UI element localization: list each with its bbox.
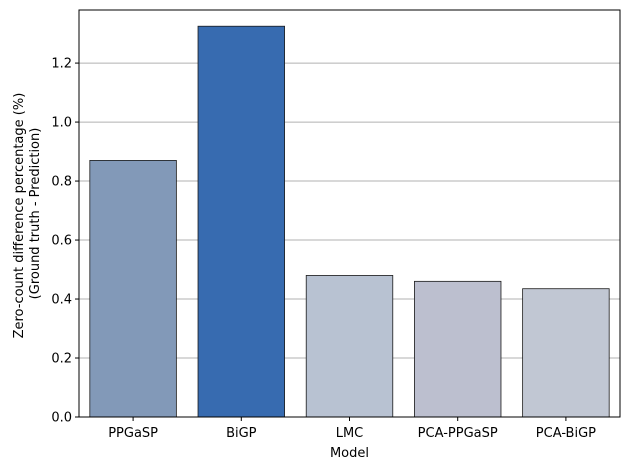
- bar-ppgasp: [89, 160, 177, 418]
- x-tick-label: PCA-PPGaSP: [418, 426, 498, 441]
- bar-bigp: [197, 25, 285, 418]
- y-axis-label-line-1: Zero-count difference percentage (%): [12, 93, 27, 339]
- y-axis-label: Zero-count difference percentage (%) (Gr…: [12, 89, 43, 339]
- y-axis-label-line-2: (Ground truth - Prediction): [28, 128, 43, 300]
- y-tick-label: 0.2: [51, 352, 72, 367]
- x-tick-label: LMC: [336, 426, 364, 441]
- y-tick-label: 1.0: [51, 116, 72, 131]
- y-tick-label: 0.6: [51, 234, 72, 249]
- y-tick-label: 0.0: [51, 411, 72, 426]
- x-tick-label: PCA-BiGP: [536, 426, 596, 441]
- bar-lmc: [305, 275, 394, 418]
- bar-pca-bigp: [522, 288, 610, 418]
- y-tick-label: 1.2: [51, 57, 72, 72]
- x-tick-label: PPGaSP: [108, 426, 158, 441]
- x-tick-label: BiGP: [226, 426, 257, 441]
- y-tick-label: 0.4: [51, 293, 72, 308]
- y-tick-label: 0.8: [51, 175, 72, 190]
- x-axis-ticks: PPGaSP BiGP LMC PCA-PPGaSP PCA-BiGP: [108, 417, 596, 441]
- bars: [89, 25, 610, 418]
- x-axis-label: Model: [330, 446, 369, 461]
- bar-pca-ppgasp: [414, 280, 502, 418]
- y-axis-ticks: 0.0 0.2 0.4 0.6 0.8 1.0 1.2: [51, 57, 79, 426]
